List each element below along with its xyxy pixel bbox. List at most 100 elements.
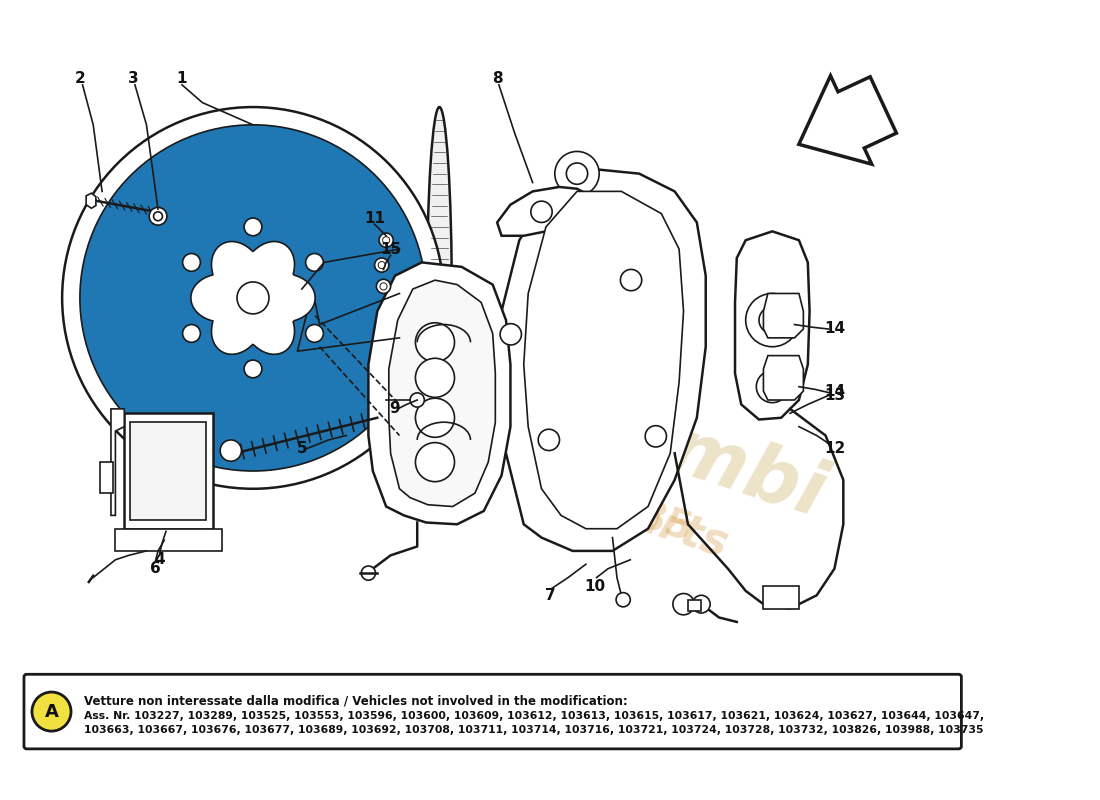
- Circle shape: [141, 216, 152, 226]
- Text: 6: 6: [150, 561, 161, 576]
- Circle shape: [209, 138, 220, 148]
- Polygon shape: [124, 414, 213, 529]
- Text: 14: 14: [824, 384, 845, 398]
- Circle shape: [120, 261, 131, 272]
- Polygon shape: [763, 586, 799, 609]
- Polygon shape: [86, 193, 96, 208]
- Circle shape: [145, 414, 155, 426]
- Polygon shape: [763, 356, 803, 400]
- Circle shape: [284, 419, 295, 430]
- Circle shape: [395, 230, 406, 241]
- Polygon shape: [763, 294, 803, 338]
- FancyBboxPatch shape: [24, 674, 961, 749]
- Polygon shape: [688, 600, 702, 611]
- Text: 2: 2: [75, 71, 86, 86]
- Polygon shape: [131, 422, 206, 520]
- Circle shape: [273, 164, 284, 174]
- Circle shape: [367, 238, 378, 249]
- Circle shape: [236, 452, 246, 462]
- Circle shape: [692, 595, 711, 613]
- Circle shape: [361, 358, 372, 370]
- Circle shape: [620, 270, 641, 290]
- Circle shape: [375, 262, 386, 273]
- Circle shape: [260, 423, 271, 434]
- Circle shape: [500, 324, 521, 345]
- Circle shape: [416, 442, 454, 482]
- Circle shape: [118, 310, 129, 322]
- Circle shape: [157, 340, 168, 350]
- Circle shape: [123, 335, 134, 346]
- Circle shape: [236, 282, 270, 314]
- Text: 10: 10: [584, 579, 605, 594]
- Circle shape: [410, 393, 425, 407]
- Circle shape: [148, 316, 159, 326]
- Circle shape: [187, 441, 198, 451]
- Circle shape: [177, 182, 188, 193]
- Circle shape: [537, 298, 670, 431]
- Circle shape: [416, 398, 454, 438]
- Circle shape: [329, 354, 340, 365]
- Polygon shape: [116, 529, 222, 551]
- Text: Vetture non interessate dalla modifica / Vehicles not involved in the modificati: Vetture non interessate dalla modifica /…: [85, 694, 628, 708]
- Circle shape: [349, 282, 360, 292]
- Circle shape: [306, 254, 323, 271]
- Circle shape: [186, 146, 196, 156]
- Text: passion for parts: passion for parts: [315, 394, 734, 566]
- Circle shape: [616, 593, 630, 607]
- Circle shape: [88, 281, 99, 292]
- Circle shape: [172, 361, 183, 372]
- Circle shape: [260, 134, 270, 144]
- Polygon shape: [735, 231, 810, 419]
- Text: 13: 13: [824, 388, 845, 403]
- Circle shape: [261, 452, 272, 462]
- Text: 15: 15: [379, 242, 401, 257]
- Circle shape: [126, 397, 138, 408]
- Polygon shape: [497, 187, 595, 236]
- Ellipse shape: [427, 107, 452, 489]
- Circle shape: [416, 322, 454, 362]
- Circle shape: [166, 395, 177, 406]
- Circle shape: [92, 331, 103, 342]
- Circle shape: [210, 418, 221, 429]
- Circle shape: [243, 190, 254, 202]
- Circle shape: [284, 137, 295, 148]
- Text: 7: 7: [546, 588, 556, 602]
- Polygon shape: [191, 242, 315, 354]
- Circle shape: [117, 286, 128, 297]
- Circle shape: [308, 145, 319, 155]
- Circle shape: [407, 304, 418, 314]
- Circle shape: [311, 373, 322, 383]
- Circle shape: [164, 209, 342, 386]
- Circle shape: [339, 198, 350, 209]
- Circle shape: [175, 222, 185, 232]
- Text: A: A: [44, 702, 58, 721]
- Circle shape: [538, 430, 560, 450]
- Circle shape: [757, 370, 789, 402]
- Circle shape: [223, 163, 234, 174]
- Circle shape: [240, 394, 250, 405]
- Text: 14: 14: [824, 322, 845, 337]
- Circle shape: [218, 195, 229, 206]
- Circle shape: [112, 377, 122, 388]
- Circle shape: [330, 156, 341, 166]
- Polygon shape: [524, 191, 683, 529]
- Text: 1: 1: [177, 71, 187, 86]
- Circle shape: [416, 358, 454, 398]
- Circle shape: [268, 193, 279, 203]
- Circle shape: [554, 151, 600, 196]
- Circle shape: [100, 232, 110, 243]
- Circle shape: [351, 170, 361, 181]
- Circle shape: [150, 266, 160, 276]
- Circle shape: [396, 353, 406, 363]
- Circle shape: [244, 360, 262, 378]
- Circle shape: [133, 358, 144, 369]
- Circle shape: [160, 242, 169, 252]
- Circle shape: [342, 332, 352, 342]
- Circle shape: [383, 237, 389, 244]
- Circle shape: [377, 312, 388, 322]
- Circle shape: [80, 125, 426, 471]
- Circle shape: [563, 325, 644, 405]
- Circle shape: [286, 448, 297, 458]
- Circle shape: [265, 394, 275, 404]
- Circle shape: [80, 125, 426, 471]
